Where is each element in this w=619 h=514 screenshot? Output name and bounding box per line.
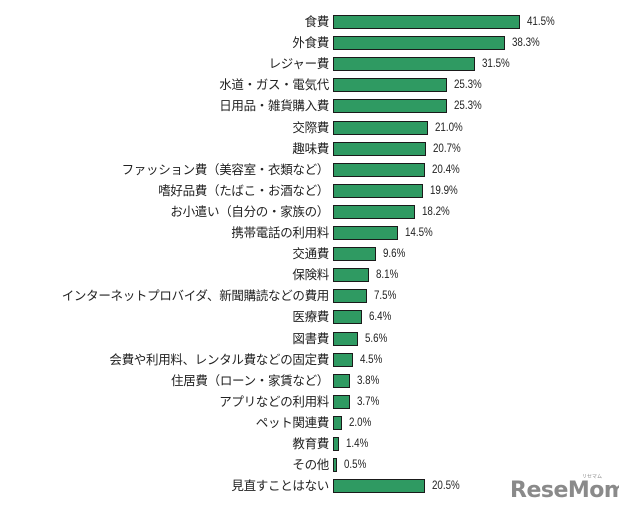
bar <box>333 458 337 473</box>
category-label: インターネットプロバイダ、新聞購読などの費用 <box>61 288 330 304</box>
bar-row: 趣味費 20.7% <box>0 139 619 160</box>
bar-row: 交際費 21.0% <box>0 118 619 139</box>
category-label: レジャー費 <box>268 56 330 72</box>
bar-row: 住居費（ローン・家賃など） 3.8% <box>0 371 619 392</box>
value-label: 18.2% <box>421 205 450 218</box>
category-label: その他 <box>292 457 329 473</box>
bar <box>333 204 415 219</box>
value-label: 2.0% <box>349 416 372 429</box>
bar-row: ファッション費（美容室・衣類など） 20.4% <box>0 160 619 181</box>
bar-row: 会費や利用料、レンタル費などの固定費 4.5% <box>0 350 619 371</box>
value-label: 3.7% <box>356 395 379 408</box>
value-label: 7.5% <box>373 290 397 303</box>
bar-row: 見直すことはない 20.5% <box>0 476 619 497</box>
category-label: 交通費 <box>292 246 329 262</box>
category-label: 住居費（ローン・家賃など） <box>171 372 329 388</box>
bar <box>333 99 447 114</box>
category-label: 嗜好品費（たばこ・お酒など） <box>158 182 329 198</box>
category-label: アプリなどの利用料 <box>219 393 329 409</box>
value-label: 1.4% <box>346 438 369 450</box>
bar <box>333 289 367 304</box>
bar <box>333 57 475 72</box>
bar-row: 携帯電話の利用料 14.5% <box>0 223 619 244</box>
bar <box>333 415 342 430</box>
bar <box>333 479 426 494</box>
category-label: 医療費 <box>292 309 329 325</box>
bar-row: 水道・ガス・電気代 25.3% <box>0 75 619 96</box>
bar-row: 嗜好品費（たばこ・お酒など） 19.9% <box>0 181 619 202</box>
category-label: 会費や利用料、レンタル費などの固定費 <box>109 351 329 367</box>
category-label: お小遣い（自分の・家族の） <box>170 203 329 219</box>
value-label: 41.5% <box>526 16 555 28</box>
bar <box>333 373 351 388</box>
resemom-logo-subtext: リセマム <box>582 474 603 480</box>
value-label: 14.5% <box>405 227 433 239</box>
bar-row: その他 0.5% <box>0 455 619 476</box>
bar-row: 外食費 38.3% <box>0 33 619 54</box>
value-label: 25.3% <box>453 79 482 92</box>
bar-row: レジャー費 31.5% <box>0 54 619 75</box>
bar <box>333 120 428 135</box>
bar <box>333 352 354 367</box>
bar-row: インターネットプロバイダ、新聞購読などの費用 7.5% <box>0 286 619 307</box>
value-label: 3.8% <box>357 374 380 387</box>
bar-row: 教育費 1.4% <box>0 434 619 455</box>
category-label: 保険料 <box>292 267 329 283</box>
category-label: 携帯電話の利用料 <box>231 225 329 240</box>
bar <box>333 78 447 93</box>
value-label: 6.4% <box>368 311 392 324</box>
value-label: 20.7% <box>433 142 461 155</box>
value-label: 21.0% <box>434 121 463 134</box>
category-label: ファッション費（美容室・衣類など） <box>121 161 330 177</box>
bar <box>333 247 377 262</box>
category-label: 図書費 <box>292 330 329 346</box>
category-label: 見直すことはない <box>231 478 329 494</box>
resemom-logo: ReseMom <box>510 478 619 503</box>
bar-row: 食費 41.5% <box>0 12 619 33</box>
value-label: 8.1% <box>376 269 399 282</box>
bar-row: 医療費 6.4% <box>0 307 619 328</box>
bar-row: ペット関連費 2.0% <box>0 413 619 434</box>
category-label: 食費 <box>304 14 330 29</box>
category-label: 教育費 <box>292 436 329 451</box>
bar-row: アプリなどの利用料 3.7% <box>0 392 619 413</box>
bar <box>333 162 425 177</box>
bar-row: 図書費 5.6% <box>0 329 619 350</box>
category-label: 外食費 <box>292 35 329 51</box>
category-label: 交際費 <box>292 119 329 135</box>
value-label: 38.3% <box>512 37 541 50</box>
bar <box>333 226 399 240</box>
value-label: 20.4% <box>431 163 460 176</box>
value-label: 25.3% <box>453 100 482 113</box>
bar <box>333 437 340 451</box>
bar <box>333 268 370 283</box>
bar <box>333 331 359 346</box>
bar-row: 保険料 8.1% <box>0 265 619 286</box>
value-label: 5.6% <box>365 332 388 345</box>
bar <box>333 183 423 198</box>
bar <box>333 36 506 51</box>
value-label: 0.5% <box>344 459 367 472</box>
bar <box>333 394 350 409</box>
category-label: 趣味費 <box>292 140 329 156</box>
bar <box>333 15 520 29</box>
bar-row: 日用品・雑貨購入費 25.3% <box>0 96 619 117</box>
bar-row: お小遣い（自分の・家族の） 18.2% <box>0 202 619 223</box>
value-label: 9.6% <box>383 248 406 261</box>
value-label: 4.5% <box>360 353 383 366</box>
value-label: 19.9% <box>429 184 458 197</box>
category-label: 日用品・雑貨購入費 <box>219 98 329 114</box>
value-label: 31.5% <box>481 58 510 71</box>
category-label: 水道・ガス・電気代 <box>219 77 329 93</box>
bar <box>333 141 427 156</box>
bar-row: 交通費 9.6% <box>0 244 619 265</box>
bar <box>333 310 362 325</box>
category-label: ペット関連費 <box>255 414 330 430</box>
value-label: 20.5% <box>432 480 460 493</box>
